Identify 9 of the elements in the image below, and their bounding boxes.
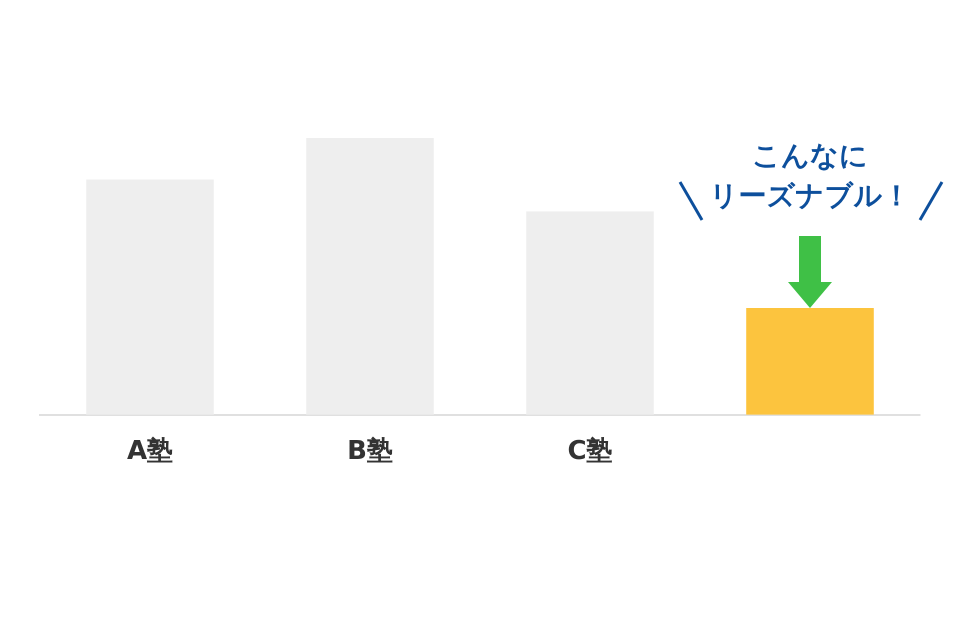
x-tick-label: A塾	[126, 436, 174, 466]
x-tick-label: B塾	[347, 436, 393, 466]
bar	[746, 308, 874, 415]
x-tick-label: C塾	[567, 436, 613, 466]
bar	[526, 211, 654, 415]
annotation: リーズナブル！	[710, 178, 910, 214]
annotation: こんなに	[752, 138, 868, 174]
bar	[306, 138, 434, 415]
bar	[86, 180, 214, 415]
